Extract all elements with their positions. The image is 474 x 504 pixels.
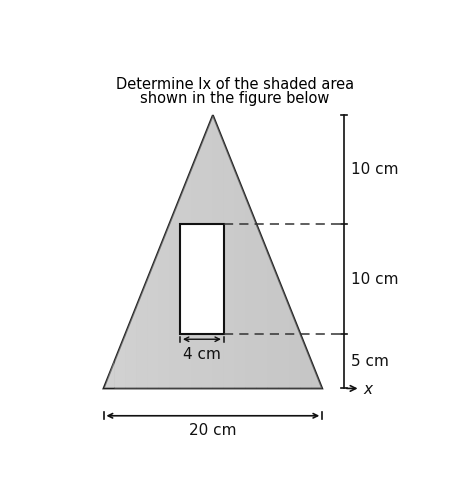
Polygon shape	[224, 143, 235, 389]
Polygon shape	[213, 115, 224, 389]
Text: 5 cm: 5 cm	[351, 354, 389, 368]
Text: x: x	[364, 382, 373, 397]
Polygon shape	[137, 279, 147, 389]
Text: 10 cm: 10 cm	[351, 162, 398, 177]
Polygon shape	[235, 170, 246, 389]
Bar	[180, 224, 224, 334]
Polygon shape	[202, 115, 213, 389]
Polygon shape	[103, 115, 322, 389]
Polygon shape	[278, 279, 290, 389]
Text: shown in the figure below: shown in the figure below	[140, 91, 329, 106]
Polygon shape	[158, 224, 169, 389]
Text: 20 cm: 20 cm	[189, 423, 237, 438]
Polygon shape	[147, 252, 158, 389]
Polygon shape	[256, 224, 267, 389]
Text: Determine Ix of the shaded area: Determine Ix of the shaded area	[116, 77, 354, 92]
Text: 4 cm: 4 cm	[183, 347, 221, 362]
Text: 10 cm: 10 cm	[351, 272, 398, 287]
Polygon shape	[180, 170, 191, 389]
Polygon shape	[103, 361, 115, 389]
Polygon shape	[169, 197, 180, 389]
Polygon shape	[267, 252, 278, 389]
Polygon shape	[115, 334, 126, 389]
Polygon shape	[301, 334, 311, 389]
Polygon shape	[290, 306, 301, 389]
Polygon shape	[126, 306, 137, 389]
Polygon shape	[246, 197, 256, 389]
Polygon shape	[191, 143, 202, 389]
Polygon shape	[311, 361, 322, 389]
